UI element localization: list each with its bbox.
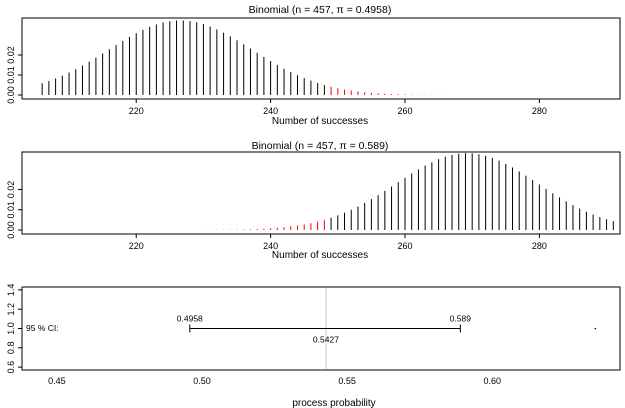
- x-tick-label: 220: [129, 106, 144, 116]
- y-tick-label: 0.00: [6, 221, 16, 239]
- x-tick-label: 240: [263, 241, 278, 251]
- x-tick-label: 0.60: [484, 376, 502, 386]
- panel-2-x-label: Number of successes: [272, 250, 368, 261]
- x-tick-label: 280: [532, 241, 547, 251]
- x-tick-label: 240: [263, 106, 278, 116]
- binomial-panel-1: Binomial (n = 457, π = 0.4958) 220 240 260…: [6, 4, 621, 127]
- stray-point: [594, 327, 597, 330]
- panel-2-plot-box: [21, 151, 621, 235]
- ci-y-axis: 0.6 0.8 1.0 1.2 1.4: [6, 284, 22, 374]
- ci-estimate-label: 0.5427: [313, 335, 339, 345]
- y-tick-label: 1.0: [6, 322, 16, 335]
- panel-1-y-axis: 0.00 0.01 0.02: [6, 46, 22, 104]
- y-tick-label: 0.01: [6, 66, 16, 84]
- ci-x-axis: 0.45 0.50 0.55 0.60: [48, 376, 501, 386]
- panel-2-y-axis: 0.00 0.01 0.02: [6, 181, 22, 239]
- binomial-panel-2: Binomial (n = 457, π = 0.589) 220 240 260 2…: [6, 140, 621, 261]
- panel-2-title: Binomial (n = 457, π = 0.589): [252, 140, 389, 152]
- y-tick-label: 0.8: [6, 342, 16, 355]
- y-tick-label: 0.02: [6, 46, 16, 64]
- x-tick-label: 0.55: [338, 376, 356, 386]
- panel-1-title: Binomial (n = 457, π = 0.4958): [249, 4, 392, 16]
- panel-2-x-axis: 220 240 260 280: [129, 234, 547, 251]
- x-tick-label: 260: [397, 241, 412, 251]
- panel-2-bars: [61, 153, 614, 230]
- x-tick-label: 220: [129, 241, 144, 251]
- y-tick-label: 0.02: [6, 181, 16, 199]
- x-tick-label: 280: [532, 106, 547, 116]
- ci-panel: 95 % CI: 0.4958 0.589 0.5427 0.45 0.50 0.5…: [6, 284, 621, 408]
- x-tick-label: 0.50: [193, 376, 211, 386]
- y-tick-label: 0.00: [6, 86, 16, 104]
- panel-1-bars: [41, 20, 594, 95]
- x-tick-label: 0.45: [48, 376, 66, 386]
- y-tick-label: 0.6: [6, 361, 16, 374]
- x-tick-label: 260: [397, 106, 412, 116]
- ci-x-label: process probability: [292, 398, 375, 408]
- ci-row-label: 95 % CI:: [26, 323, 59, 333]
- panel-1-x-label: Number of successes: [272, 116, 368, 127]
- y-tick-label: 1.4: [6, 284, 16, 297]
- y-tick-label: 0.01: [6, 201, 16, 219]
- y-tick-label: 1.2: [6, 303, 16, 316]
- ci-lower-label: 0.4958: [177, 314, 203, 324]
- panel-1-plot-box: [21, 17, 621, 100]
- panel-1-x-axis: 220 240 260 280: [129, 99, 547, 116]
- ci-upper-label: 0.589: [450, 314, 472, 324]
